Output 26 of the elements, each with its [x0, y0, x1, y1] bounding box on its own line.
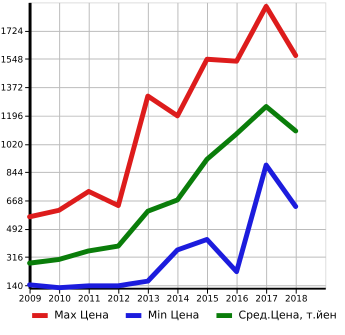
y-tick-label: 1548 [0, 55, 24, 66]
x-tick-label: 2010 [48, 294, 72, 305]
legend-label: Min Цена [148, 308, 200, 322]
legend-label: Сред.Цена, т.йен [238, 308, 337, 322]
x-tick-label: 2016 [226, 294, 249, 305]
x-tick-label: 2015 [196, 294, 219, 305]
line-series [27, 104, 298, 266]
x-tick-label: 2014 [166, 294, 190, 305]
legend-label: Max Цена [54, 308, 109, 322]
y-tick-label: 1196 [0, 112, 24, 122]
y-tick-label: 1372 [0, 84, 24, 94]
x-tick-label: 2017 [255, 294, 278, 305]
y-tick-label: 1724 [0, 27, 24, 38]
x-tick-label: 2009 [18, 294, 42, 305]
line-series [27, 162, 298, 290]
y-tick-label: 316 [6, 253, 24, 264]
y-tick-label: 844 [6, 168, 24, 179]
x-tick-label: 2011 [78, 294, 100, 305]
y-tick-label: 140 [6, 282, 24, 292]
line-series [27, 4, 298, 220]
x-tick-label: 2018 [284, 294, 308, 305]
x-tick-label: 2012 [108, 294, 130, 305]
y-tick-label: 668 [6, 196, 24, 207]
y-tick-label: 492 [6, 225, 24, 236]
x-tick-label: 2013 [137, 294, 160, 305]
y-tick-label: 1020 [0, 140, 24, 150]
